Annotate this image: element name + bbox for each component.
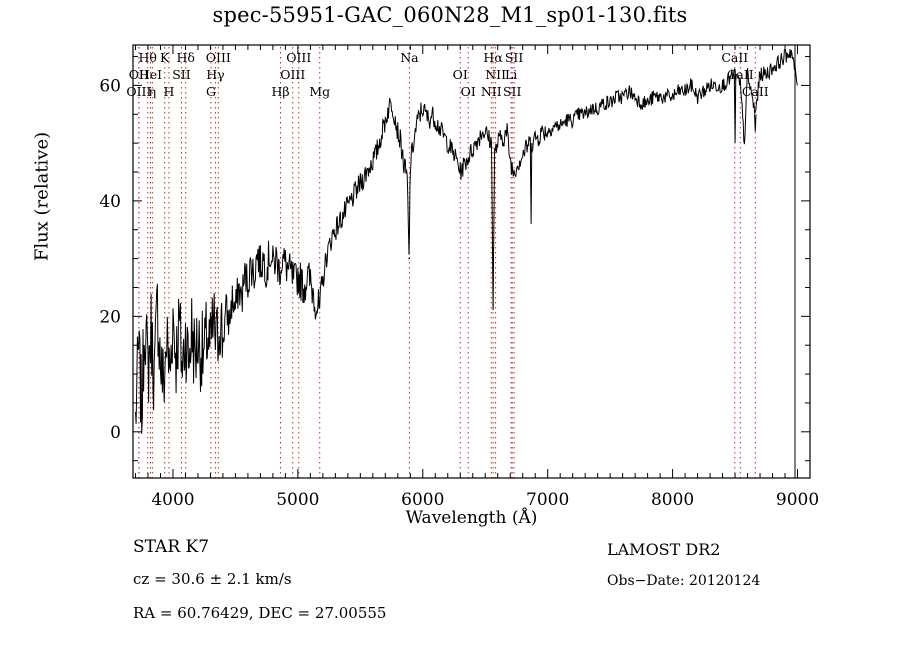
spectral-line-markers bbox=[138, 47, 756, 478]
spectral-line-label: SII bbox=[172, 67, 191, 82]
coordinates-text: RA = 60.76429, DEC = 27.00555 bbox=[133, 604, 387, 622]
plot-frame bbox=[132, 44, 811, 479]
spectral-line-label: OIII bbox=[126, 84, 151, 99]
spectral-line-label: Hα bbox=[483, 50, 503, 65]
survey-name-text: LAMOST DR2 bbox=[607, 540, 721, 559]
spectral-line-label: CaII bbox=[742, 84, 769, 99]
spectral-line-label: OIII bbox=[206, 50, 231, 65]
spectral-line-label: SII bbox=[503, 84, 522, 99]
spectral-line-label: G bbox=[206, 84, 216, 99]
spectral-line-label: Hθ bbox=[139, 50, 157, 65]
y-axis-label: Flux (relative) bbox=[31, 131, 53, 262]
y-tick-label: 0 bbox=[110, 423, 121, 443]
x-tick-label: 5000 bbox=[276, 490, 319, 510]
spectral-line-label: OIII bbox=[286, 50, 311, 65]
absorption-spike bbox=[754, 114, 757, 132]
x-tick-label: 8000 bbox=[651, 490, 694, 510]
object-type-text: STAR K7 bbox=[133, 537, 210, 557]
spectral-line-label: Na bbox=[400, 50, 419, 65]
y-tick-label: 20 bbox=[99, 307, 121, 327]
redshift-velocity-text: cz = 30.6 ± 2.1 km/s bbox=[133, 570, 292, 588]
spectrum-chart: 4000 5000 6000 7000 8000 9000 0 20 40 60 OII OIII Hθ… bbox=[99, 44, 819, 510]
spectral-line-label: Li bbox=[505, 67, 517, 82]
spectral-line-label: Hγ bbox=[206, 67, 224, 82]
page-title: spec-55951-GAC_060N28_M1_sp01-130.fits bbox=[212, 3, 688, 27]
obs-date-text: Obs−Date: 20120124 bbox=[607, 573, 761, 589]
spectral-line-label: NII bbox=[485, 67, 506, 82]
spectral-line-label: Hβ bbox=[271, 84, 289, 99]
x-axis-label: Wavelength (Å) bbox=[405, 508, 538, 528]
spectral-line-label: CaII bbox=[727, 67, 754, 82]
spectral-line-label: CaII bbox=[721, 50, 748, 65]
x-tick-label: 7000 bbox=[526, 490, 569, 510]
spectral-line-label: OI bbox=[453, 67, 468, 82]
spectral-line-labels: OII OIII Hθ HeI η K H SII Hδ G Hγ OIII Hβ OIII OIII Mg N… bbox=[126, 50, 768, 99]
tick-labels: 4000 5000 6000 7000 8000 9000 0 20 40 60 bbox=[99, 76, 819, 510]
y-tick-label: 60 bbox=[99, 76, 121, 96]
spectral-line-label: NII bbox=[481, 84, 502, 99]
spectral-line-label: Mg bbox=[309, 84, 330, 99]
spectral-line-label: HeI bbox=[139, 67, 162, 82]
axes-frame bbox=[132, 44, 811, 479]
absorption-spike bbox=[733, 73, 737, 144]
x-tick-label: 4000 bbox=[151, 490, 194, 510]
axis-ticks bbox=[133, 45, 811, 478]
x-tick-label: 9000 bbox=[776, 490, 819, 510]
spectrum-trace bbox=[135, 49, 798, 434]
absorption-spike bbox=[529, 143, 533, 225]
spectral-line-label: K bbox=[160, 50, 170, 65]
spectral-line-label: OI bbox=[461, 84, 476, 99]
spectral-line-label: OII bbox=[129, 67, 149, 82]
spectral-line-label: OIII bbox=[280, 67, 305, 82]
spectral-line-label: H bbox=[164, 84, 175, 99]
x-tick-label: 6000 bbox=[401, 490, 444, 510]
spectral-line-label: η bbox=[149, 84, 157, 99]
y-tick-label: 40 bbox=[99, 192, 121, 212]
spectral-line-label: Hδ bbox=[176, 50, 194, 65]
spectral-line-label: SII bbox=[505, 50, 524, 65]
flux-curve bbox=[135, 49, 798, 434]
